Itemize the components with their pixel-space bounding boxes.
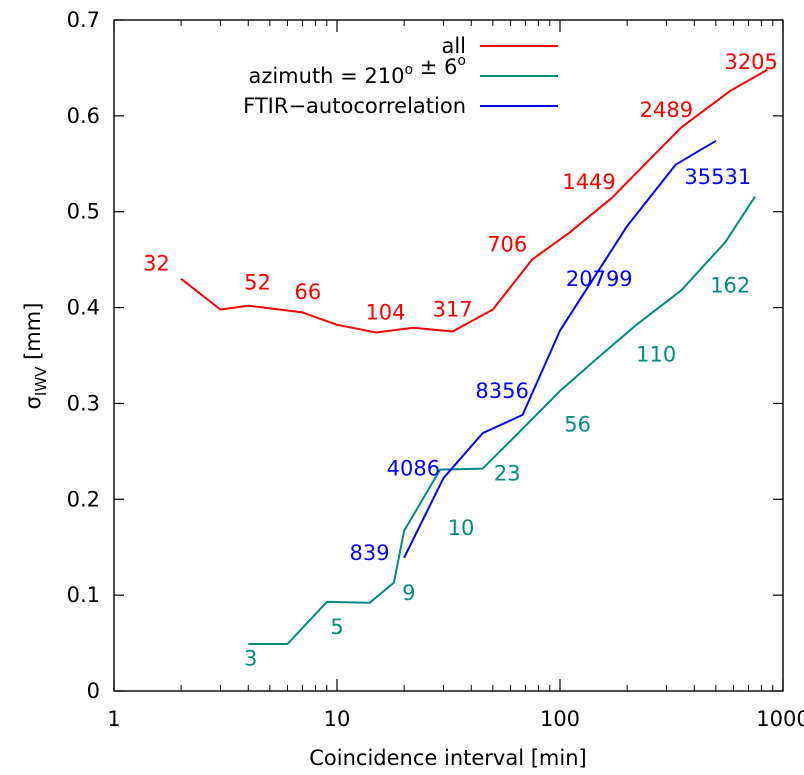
y-tick-label: 0 (87, 679, 100, 703)
y-tick-label: 0.6 (67, 104, 100, 128)
data-label-azimuth: 56 (564, 413, 591, 437)
series-line-ftir (403, 139, 717, 559)
data-label-ftir: 8356 (475, 379, 528, 403)
y-tick-label: 0.7 (67, 8, 100, 32)
x-axis-title: Coincidence interval [min] (309, 746, 586, 770)
series-data-labels: 32 52 66 104 317 706 1449 2489 3205 3 5 9 10 23 56 110 1… (143, 50, 778, 670)
y-tick-label: 0.1 (67, 583, 100, 607)
data-label-azimuth: 5 (330, 615, 343, 639)
x-tick-label: 1 (107, 707, 120, 731)
series-line-azimuth (248, 195, 756, 645)
data-label-all: 1449 (562, 170, 615, 194)
y-tick-label: 0.5 (67, 200, 100, 224)
legend-label-azimuth: azimuth = 210o ± 6o (248, 53, 466, 88)
series-line-all (180, 68, 768, 334)
data-label-all: 32 (143, 251, 170, 275)
data-label-all: 52 (244, 271, 271, 295)
x-tick-label: 10 (324, 707, 351, 731)
plot-frame (113, 19, 784, 692)
data-label-ftir: 20799 (566, 267, 633, 291)
data-label-all: 317 (433, 297, 473, 321)
y-axis-title: σIWV [mm] (21, 303, 50, 410)
data-label-ftir: 35531 (684, 165, 751, 189)
data-label-azimuth: 162 (710, 274, 750, 298)
x-tick-label: 100 (540, 707, 580, 731)
data-label-azimuth: 23 (494, 461, 521, 485)
data-label-all: 66 (294, 280, 321, 304)
y-axis-title-subscript: IWV (32, 366, 50, 396)
series-lines (180, 68, 768, 645)
y-tick-label: 0.4 (67, 296, 100, 320)
y-tick-label: 0.2 (67, 487, 100, 511)
data-label-azimuth: 110 (636, 343, 676, 367)
axis-tick-labels: 00.10.20.30.40.50.60.71 10 100 1000 (67, 8, 804, 731)
data-label-all: 2489 (640, 98, 693, 122)
data-label-azimuth: 10 (448, 516, 475, 540)
data-label-all: 104 (365, 300, 405, 324)
data-label-ftir: 839 (350, 541, 390, 565)
data-label-azimuth: 9 (402, 581, 415, 605)
x-tick-label: 1000 (756, 707, 804, 731)
y-axis-title-unit: [mm] (21, 303, 45, 367)
legend-label-ftir: FTIR−autocorrelation (243, 94, 466, 118)
axis-ticks (113, 19, 784, 692)
legend-label-all: all (441, 34, 466, 58)
y-tick-label: 0.3 (67, 391, 100, 415)
data-label-all: 3205 (724, 50, 777, 74)
data-label-all: 706 (487, 232, 527, 256)
data-label-ftir: 4086 (387, 457, 440, 481)
data-label-azimuth: 3 (244, 646, 257, 670)
